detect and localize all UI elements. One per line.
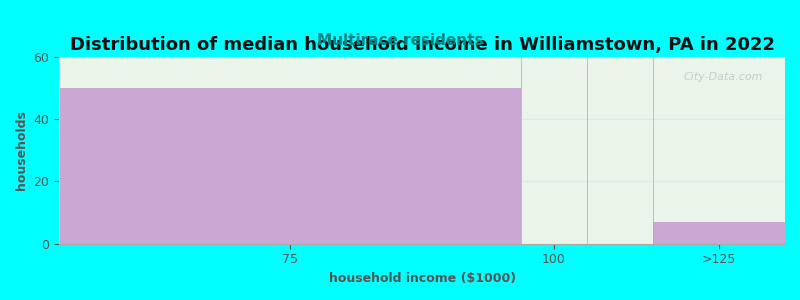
Y-axis label: households: households: [15, 110, 28, 190]
Bar: [59, 88, 521, 244]
Text: Multirace residents: Multirace residents: [317, 33, 483, 48]
Text: City-Data.com: City-Data.com: [684, 72, 763, 82]
Bar: [653, 222, 785, 244]
X-axis label: household income ($1000): household income ($1000): [329, 272, 516, 285]
Title: Distribution of median household income in Williamstown, PA in 2022: Distribution of median household income …: [70, 36, 774, 54]
